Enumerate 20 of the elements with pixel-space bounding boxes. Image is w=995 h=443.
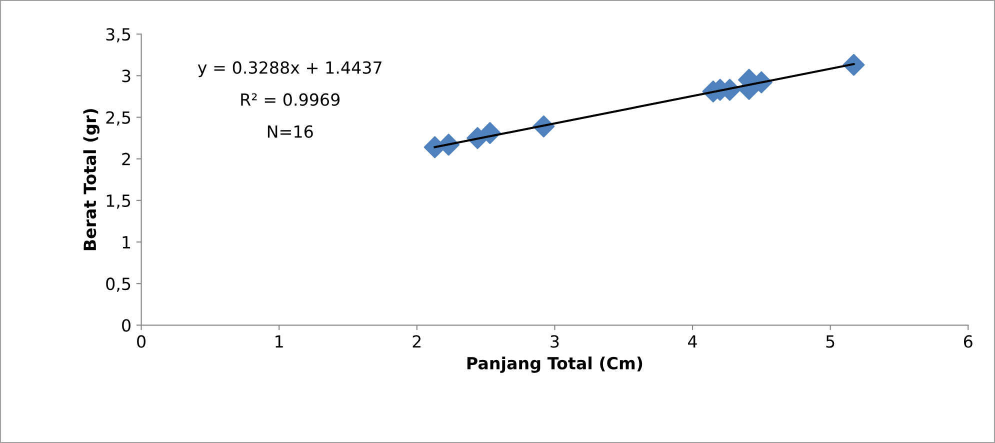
annotation: N=16 <box>268 125 313 138</box>
annotation: y = 0.3288x + 1.4437 <box>198 61 382 78</box>
x-tick-label: 1 <box>276 335 283 348</box>
x-tick-label: 3 <box>550 335 559 348</box>
y-tick-label: 1,5 <box>106 194 130 209</box>
y-tick-label: 3 <box>122 70 130 82</box>
x-tick-label: 0 <box>137 335 146 348</box>
y-tick-label: 0 <box>122 319 130 332</box>
y-tick-label: 2 <box>122 152 130 166</box>
x-tick-label: 2 <box>412 335 421 348</box>
y-axis-title: Berat Total (gr) <box>83 109 100 250</box>
x-tick-label: 4 <box>688 335 697 348</box>
y-tick-label: 2,5 <box>106 111 130 126</box>
y-tick-label: 0,5 <box>106 278 130 292</box>
y-tick-label: 1 <box>122 236 130 248</box>
annotation: R² = 0.9969 <box>241 93 340 106</box>
x-tick-label: 5 <box>826 335 834 348</box>
x-axis-title: Panjang Total (Cm) <box>467 356 642 373</box>
x-tick-label: 6 <box>964 335 972 348</box>
y-tick-label: 3,5 <box>106 28 130 42</box>
